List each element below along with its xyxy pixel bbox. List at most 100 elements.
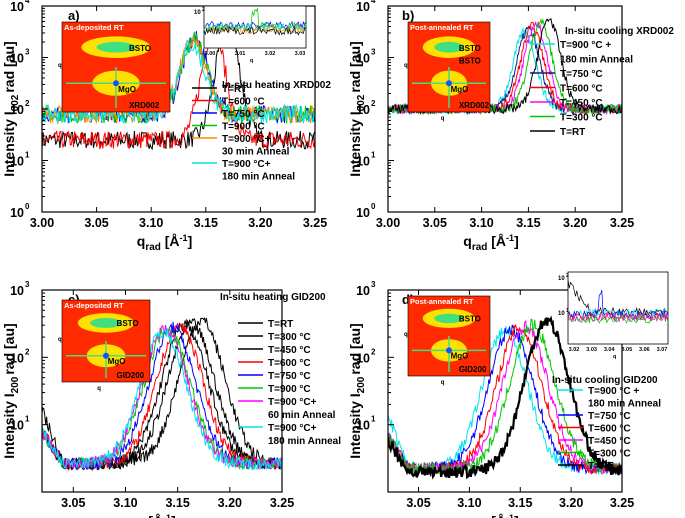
legend-entry: 180 min Anneal [268, 436, 341, 447]
x-label-exp: -1 [506, 513, 514, 518]
plot-frame [387, 289, 623, 493]
x-label-close: ] [514, 513, 519, 518]
y-tick-exponent: 3 [371, 280, 376, 289]
inset-zoom: 10 210 13.02 3.03 3.04 3.05 3.06 3.07q [558, 271, 669, 360]
legend-entry: 180 min Anneal [588, 399, 661, 410]
y-tick-label: 10 [10, 155, 24, 169]
legend-entry: T=600 °C [560, 84, 603, 95]
y-tick-exponent: 3 [371, 48, 376, 57]
inset-map-tag: Post-annealed RT [410, 297, 474, 306]
y-tick-exponent: 2 [25, 347, 30, 356]
bsto-core [434, 313, 464, 324]
x-axis-label: qrad [Å-1] [137, 233, 192, 253]
inset-map-xlabel: q [441, 380, 445, 386]
inset-map-label: BSTO [459, 315, 481, 324]
y-tick-label: 10 [10, 351, 24, 365]
inset-zoom-xlabel: q [250, 58, 253, 64]
y-tick-exponent: 0 [371, 202, 376, 211]
inset-zoom-xtick: 3.02 [265, 51, 276, 57]
y-label-sub: 200 [356, 376, 367, 393]
legend-entry: T=750 °C [268, 371, 311, 382]
y-tick-exponent: 2 [371, 99, 376, 108]
legend-entry: T=900 °C + [560, 40, 611, 51]
y-tick-label: 10 [356, 351, 370, 365]
inset-map-label: BSTO [459, 44, 481, 53]
series-group [42, 317, 282, 472]
x-tick-label: 3.05 [423, 216, 447, 230]
inset-map-ylabel: q [58, 337, 62, 343]
y-label-main: Intensity I [1, 111, 17, 176]
mgo-core [113, 80, 119, 87]
y-label-tail: rad [au] [1, 41, 17, 92]
x-tick-label: 3.10 [457, 496, 481, 510]
x-tick-label: 3.10 [139, 216, 163, 230]
x-tick-label: 3.15 [165, 496, 189, 510]
y-tick-exponent: 3 [25, 48, 30, 57]
x-label-tail: [Å [487, 233, 506, 249]
x-tick-label: 3.25 [610, 496, 634, 510]
series-line-5 [388, 315, 622, 480]
legend-entry: T=300 °C [560, 113, 603, 124]
inset-map-xlabel: q [105, 116, 109, 122]
x-tick-label: 3.00 [376, 216, 400, 230]
x-axis-label: qrad [Å-1] [463, 233, 518, 253]
y-tick-label: 10 [10, 103, 24, 117]
inset-zoom-frame [203, 5, 307, 49]
y-label-main: Intensity I [347, 111, 363, 176]
inset-map-tag: As-deposited RT [64, 23, 124, 32]
y-label-main: Intensity I [1, 393, 17, 458]
panel-tag: b) [402, 8, 414, 23]
x-tick-label: 3.05 [406, 496, 430, 510]
legend-entry: 30 min Anneal [222, 147, 290, 158]
y-tick-exponent: 2 [371, 347, 376, 356]
legend-entry: T=300 °C [588, 449, 631, 460]
y-tick-label: 10 [356, 103, 370, 117]
inset-map: Post-annealed RT BSTO BSTO MgO XRD002 q q [404, 21, 491, 122]
y-tick-exponent: 0 [25, 202, 30, 211]
series-group [388, 315, 622, 480]
y-label-tail: rad [au] [1, 323, 17, 374]
inset-zoom-xtick: 3.03 [586, 347, 597, 353]
y-tick-exponent: 1 [25, 415, 30, 424]
y-tick-exponent: 1 [25, 151, 30, 160]
x-axis-label: qrad [Å-1] [463, 513, 518, 518]
y-tick-label: 10 [10, 284, 24, 298]
legend-title: In-situ cooling XRD002 [565, 26, 674, 37]
y-tick-exponent: 4 [371, 0, 376, 5]
x-tick-label: 3.25 [303, 216, 327, 230]
y-axis-label: Intensity I002 rad [au] [347, 41, 367, 176]
y-label-tail: rad [au] [347, 323, 363, 374]
series-line-2 [42, 319, 282, 472]
inset-zoom-line-4 [203, 26, 307, 36]
x-axis-label: qrad [Å-1] [120, 513, 175, 518]
y-label-sub: 002 [10, 94, 21, 111]
x-tick-label: 3.15 [516, 216, 540, 230]
y-tick-label: 10 [356, 155, 370, 169]
legend-entry: T=300 °C [268, 332, 311, 343]
x-label-close: ] [171, 513, 176, 518]
legend-entry: 60 min Anneal [268, 410, 336, 421]
inset-map-label: MgO [451, 85, 469, 94]
legend-entry: T=900 °C+ [222, 134, 271, 145]
series-line-7 [42, 328, 282, 471]
legend-entry: T=900 °C+ [268, 397, 317, 408]
y-axis-label: Intensity I002 rad [au] [1, 41, 21, 176]
x-label-main: q [463, 513, 472, 518]
legend-title: In-situ cooling GID200 [552, 375, 658, 386]
x-label-tail: [Å [161, 233, 180, 249]
inset-map-label: BSTO [129, 44, 151, 53]
y-tick-exponent: 1 [371, 151, 376, 160]
legend-entry: T=450 °C [560, 98, 603, 109]
y-tick-exponent: 3 [25, 280, 30, 289]
inset-zoom-xtick: 3.03 [295, 51, 306, 57]
inset-map-label: XRD002 [459, 101, 490, 110]
legend-entry: T=600 °C [268, 358, 311, 369]
inset-map-xlabel: q [441, 116, 445, 122]
y-axis-label: Intensity I200 rad [au] [347, 323, 367, 458]
inset-zoom-yexp-mid: 1 [566, 308, 569, 314]
inset-map-frame [61, 299, 151, 383]
legend-entry: 180 min Anneal [222, 172, 295, 183]
inset-zoom-ytick-mid: 10 [558, 311, 565, 317]
inset-map-label: MgO [451, 351, 469, 360]
